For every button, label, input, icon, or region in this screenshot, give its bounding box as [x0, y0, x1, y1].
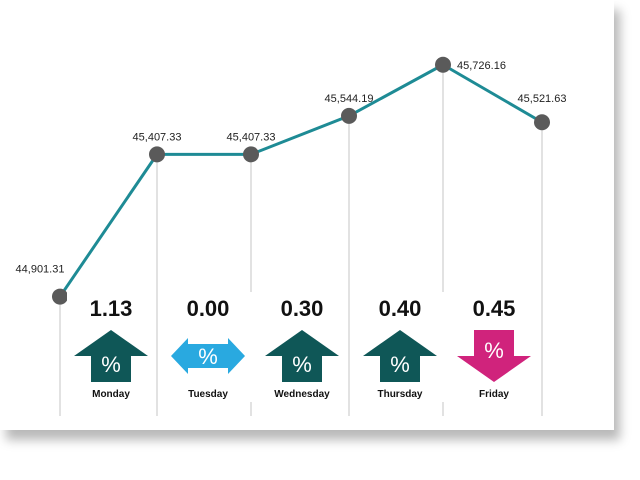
- x-tick-label: Friday: [479, 389, 509, 400]
- x-tick-label: Wednesday: [274, 389, 330, 400]
- series-line: [58, 63, 543, 298]
- data-label: 45,521.63: [518, 93, 567, 105]
- data-label: 45,407.33: [227, 131, 276, 143]
- data-point: [435, 56, 451, 73]
- up-arrow-icon: [265, 330, 339, 382]
- percent-symbol: %: [101, 352, 121, 377]
- data-label: 45,726.16: [457, 60, 506, 72]
- line-chart: 44,901.31 45,407.33 45,407.33 45,544.19 45,7…: [16, 56, 567, 416]
- change-value: 0.30: [281, 296, 324, 321]
- data-point: [52, 288, 68, 305]
- data-point: [534, 114, 550, 131]
- percent-symbol: %: [292, 352, 312, 377]
- up-arrow-icon: [74, 330, 148, 382]
- up-arrow-icon: [363, 330, 437, 382]
- change-value: 0.40: [379, 296, 422, 321]
- change-value: 0.45: [473, 296, 516, 321]
- percent-symbol: %: [390, 352, 410, 377]
- down-arrow-icon: [457, 330, 531, 382]
- data-label: 44,901.31: [16, 264, 65, 276]
- percent-symbol: %: [198, 344, 218, 369]
- flat-arrow-icon: [171, 338, 245, 374]
- data-label: 45,544.19: [325, 93, 374, 105]
- x-tick-label: Thursday: [377, 389, 422, 400]
- change-value: 1.13: [90, 296, 133, 321]
- percent-symbol: %: [484, 338, 504, 363]
- data-point: [243, 146, 259, 163]
- x-tick-label: Tuesday: [188, 389, 228, 400]
- data-point: [341, 107, 357, 124]
- data-label: 45,407.33: [133, 131, 182, 143]
- chart-card: 44,901.31 45,407.33 45,407.33 45,544.19 45,7…: [15, 56, 567, 416]
- x-tick-label: Monday: [92, 389, 130, 400]
- data-point: [149, 146, 165, 163]
- change-value: 0.00: [187, 296, 230, 321]
